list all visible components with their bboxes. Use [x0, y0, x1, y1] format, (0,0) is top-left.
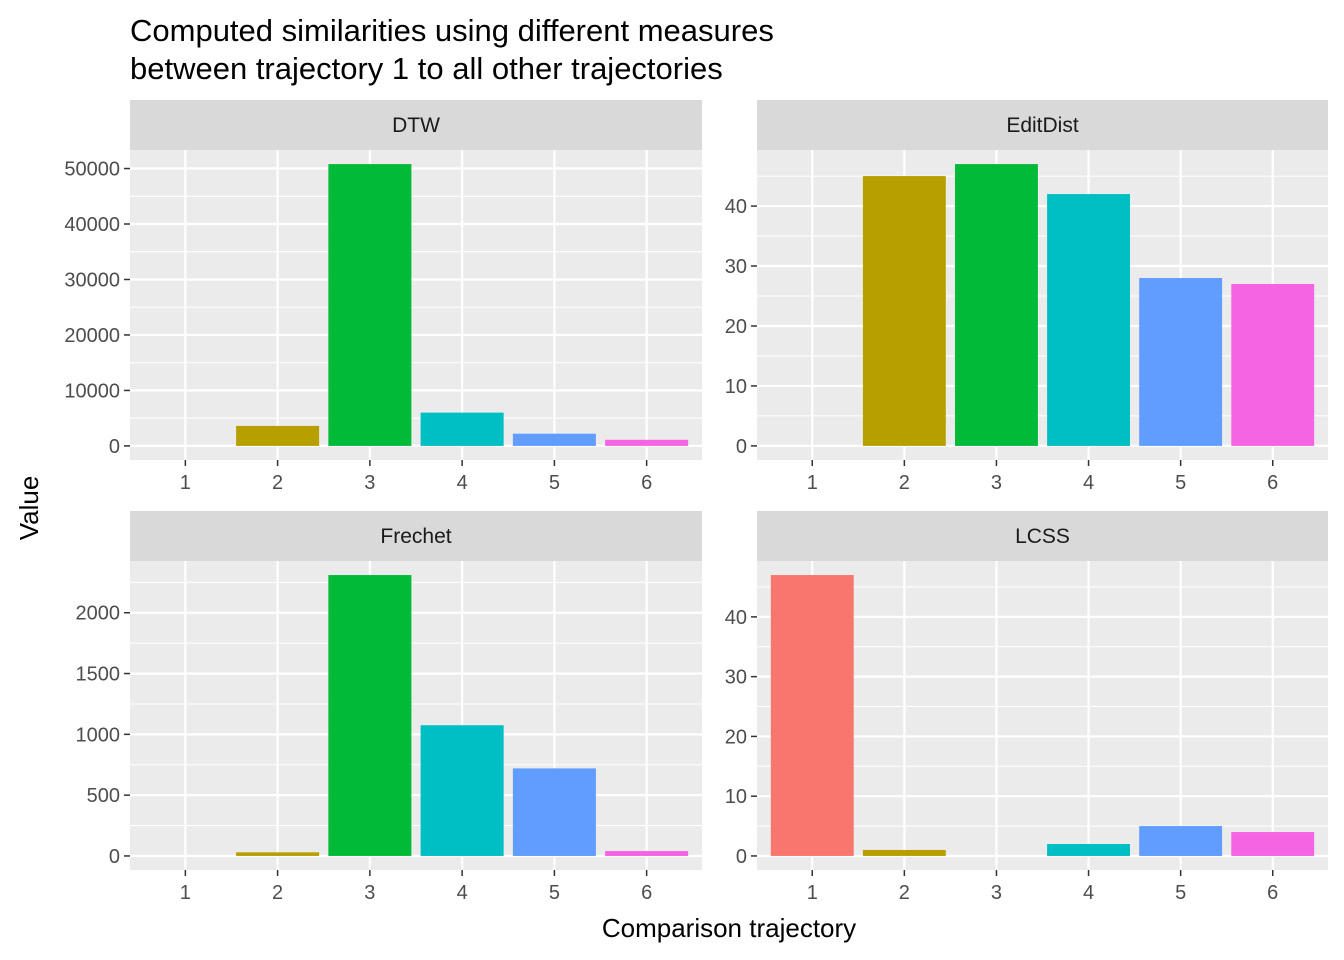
x-axis-title: Comparison trajectory	[602, 913, 856, 943]
x-tick-label-lcss: 4	[1083, 882, 1094, 904]
x-tick-label-dtw: 5	[549, 472, 560, 494]
panel-background-frechet	[130, 561, 702, 870]
y-tick-label-frechet: 1000	[76, 724, 121, 746]
x-tick-label-frechet: 5	[549, 882, 560, 904]
y-tick-label-lcss: 40	[725, 607, 747, 629]
x-tick-label-frechet: 6	[641, 882, 652, 904]
bar-lcss-5	[1139, 826, 1223, 856]
y-tick-label-dtw: 50000	[64, 159, 120, 181]
x-tick-label-frechet: 2	[272, 882, 283, 904]
bar-lcss-6	[1231, 832, 1315, 856]
x-tick-label-editdist: 1	[807, 472, 818, 494]
x-tick-label-dtw: 1	[180, 472, 191, 494]
facet-label-lcss: LCSS	[1015, 525, 1070, 548]
bar-frechet-6	[605, 851, 689, 856]
x-tick-label-frechet: 1	[180, 882, 191, 904]
y-tick-label-lcss: 10	[725, 786, 747, 808]
bar-frechet-5	[512, 768, 596, 856]
facet-label-dtw: DTW	[392, 114, 440, 137]
bar-lcss-1	[770, 575, 854, 856]
x-tick-label-lcss: 6	[1267, 882, 1278, 904]
y-tick-label-frechet: 500	[87, 785, 120, 807]
facet-strip-editdist	[757, 100, 1328, 150]
x-tick-label-editdist: 5	[1175, 472, 1186, 494]
x-tick-label-dtw: 3	[364, 472, 375, 494]
x-tick-label-lcss: 1	[807, 882, 818, 904]
y-tick-label-dtw: 0	[109, 436, 120, 458]
y-tick-label-dtw: 40000	[64, 214, 120, 236]
x-tick-label-lcss: 2	[899, 882, 910, 904]
bar-frechet-2	[236, 852, 320, 856]
y-tick-label-editdist: 10	[725, 376, 747, 398]
bar-lcss-2	[862, 849, 946, 856]
y-tick-label-dtw: 30000	[64, 269, 120, 291]
x-tick-label-editdist: 2	[899, 472, 910, 494]
bar-editdist-3	[955, 164, 1038, 446]
facet-lcss: LCSS 0 10 20 30 40 1 2 3 4 5 6	[725, 511, 1328, 904]
panel-background-dtw	[130, 150, 702, 460]
x-tick-label-dtw: 6	[641, 472, 652, 494]
x-tick-label-editdist: 3	[991, 472, 1002, 494]
y-tick-label-lcss: 0	[736, 846, 747, 868]
facet-label-editdist: EditDist	[1006, 114, 1079, 137]
chart-title-line-1: Computed similarities using different me…	[130, 13, 774, 48]
x-tick-label-editdist: 6	[1267, 472, 1278, 494]
facet-frechet: Frechet 0 500 1000 1500 2000 1 2 3 4 5 6	[76, 511, 702, 904]
x-tick-label-lcss: 5	[1175, 882, 1186, 904]
facet-strip-frechet	[130, 511, 702, 561]
bar-dtw-6	[605, 439, 689, 446]
chart-title-line-2: between trajectory 1 to all other trajec…	[130, 51, 723, 86]
bar-dtw-5	[512, 433, 596, 446]
bar-editdist-2	[862, 176, 946, 446]
bar-editdist-5	[1139, 278, 1223, 446]
facet-editdist: EditDist 0 10 20 30 40 1 2 3 4 5 6	[725, 100, 1328, 494]
x-tick-label-dtw: 4	[457, 472, 468, 494]
y-tick-label-dtw: 20000	[64, 325, 120, 347]
bar-frechet-3	[328, 575, 412, 856]
x-tick-label-frechet: 3	[364, 882, 375, 904]
x-tick-label-lcss: 3	[991, 882, 1002, 904]
y-tick-label-frechet: 2000	[76, 603, 121, 625]
bar-dtw-2	[236, 425, 320, 446]
x-tick-label-editdist: 4	[1083, 472, 1094, 494]
bar-dtw-4	[420, 412, 504, 446]
y-tick-label-frechet: 1500	[76, 664, 121, 686]
y-tick-label-editdist: 40	[725, 196, 747, 218]
facet-strip-lcss	[757, 511, 1328, 561]
bar-editdist-4	[1047, 194, 1130, 446]
x-tick-label-frechet: 4	[457, 882, 468, 904]
y-tick-label-dtw: 10000	[64, 380, 120, 402]
facet-label-frechet: Frechet	[380, 525, 451, 548]
y-tick-label-lcss: 30	[725, 667, 747, 689]
y-tick-label-editdist: 0	[736, 436, 747, 458]
y-tick-label-editdist: 30	[725, 256, 747, 278]
bar-dtw-3	[328, 164, 412, 446]
y-tick-label-lcss: 20	[725, 726, 747, 748]
x-tick-label-dtw: 2	[272, 472, 283, 494]
y-axis-title: Value	[14, 476, 44, 541]
y-tick-label-editdist: 20	[725, 316, 747, 338]
bar-frechet-4	[420, 725, 504, 856]
facet-strip-dtw	[130, 100, 702, 150]
bar-lcss-4	[1047, 844, 1130, 856]
bar-editdist-6	[1231, 284, 1315, 446]
facet-dtw: DTW 0 10000 20000 30000 40000 50000 1 2 3 4 5 6	[64, 100, 702, 494]
y-tick-label-frechet: 0	[109, 846, 120, 868]
